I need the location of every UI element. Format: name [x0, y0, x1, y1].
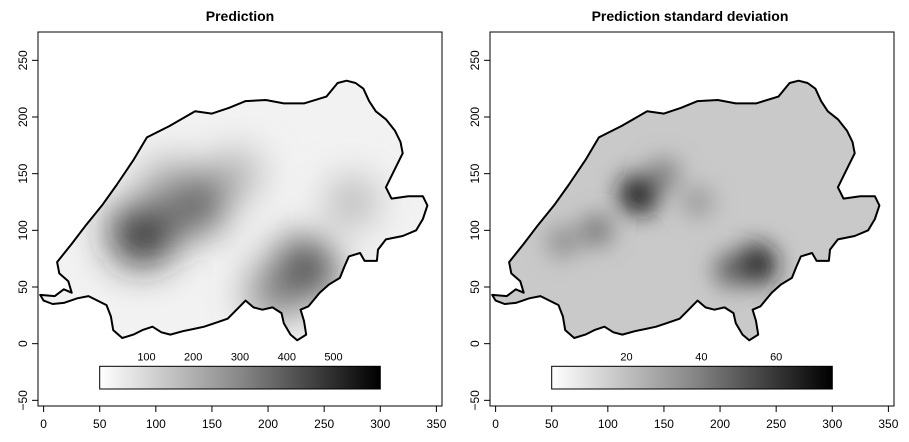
y-tick-label: 250: [16, 50, 30, 70]
x-tick-label: 250: [314, 417, 334, 431]
x-tick-label: 50: [93, 417, 107, 431]
y-tick-label: 200: [468, 107, 482, 127]
y-tick-label: 0: [16, 340, 30, 347]
x-tick-label: 150: [202, 417, 222, 431]
country-border: [491, 79, 881, 342]
colorbar-tick-label: 200: [184, 351, 202, 363]
hotspot: [110, 202, 174, 266]
raster-map: [492, 80, 880, 341]
colorbar-gradient: [551, 365, 833, 390]
x-tick-label: 0: [40, 417, 47, 431]
x-tick-label: 0: [492, 417, 499, 431]
hotspot: [247, 266, 300, 319]
y-tick-label: 250: [468, 50, 482, 70]
x-tick-label: 200: [258, 417, 278, 431]
raster-background: [492, 80, 880, 341]
colorbar-tick-label: 400: [278, 351, 296, 363]
prediction-panel: Prediction 0 50 100 150 200 250 300 350 −50 0 50 10…: [16, 8, 447, 431]
colorbar: 100 200 300 400 500: [99, 351, 381, 390]
panel-title: Prediction standard deviation: [592, 8, 789, 24]
x-tick-label: 350: [426, 417, 446, 431]
x-tick-label: 150: [654, 417, 674, 431]
colorbar: 20 40 60: [551, 351, 833, 390]
y-tick-label: 150: [468, 163, 482, 183]
y-tick-label: −50: [468, 390, 482, 411]
raster-map: [40, 80, 428, 341]
x-tick-label: 350: [878, 417, 898, 431]
country-border: [39, 79, 429, 342]
y-tick-label: −50: [16, 390, 30, 411]
colorbar-tick-label: 500: [324, 351, 342, 363]
hotspot: [648, 158, 679, 189]
colorbar-tick-label: 100: [137, 351, 155, 363]
colorbar-gradient: [99, 365, 381, 390]
y-tick-label: 50: [468, 280, 482, 294]
x-tick-label: 300: [370, 417, 390, 431]
x-tick-label: 300: [822, 417, 842, 431]
hotspot: [548, 227, 578, 257]
x-tick-label: 200: [710, 417, 730, 431]
colorbar-tick-label: 40: [695, 351, 707, 363]
hotspot: [581, 214, 613, 246]
y-tick-label: 100: [16, 220, 30, 240]
y-tick-label: 0: [468, 340, 482, 347]
hotspot: [683, 187, 712, 217]
hotspot: [714, 253, 748, 287]
hotspot: [213, 150, 260, 197]
hotspot: [619, 174, 660, 214]
x-tick-label: 50: [545, 417, 559, 431]
x-tick-label: 250: [766, 417, 786, 431]
x-tick-label: 100: [598, 417, 618, 431]
hotspot: [329, 179, 376, 225]
y-tick-label: 50: [16, 280, 30, 294]
hotspot: [143, 161, 191, 209]
y-tick-label: 150: [16, 163, 30, 183]
panel-title: Prediction: [206, 8, 274, 24]
y-tick-label: 100: [468, 220, 482, 240]
x-tick-label: 100: [146, 417, 166, 431]
raster-background: [40, 80, 428, 341]
colorbar-tick-label: 60: [770, 351, 782, 363]
colorbar-tick-label: 20: [620, 351, 632, 363]
colorbar-tick-label: 300: [231, 351, 249, 363]
std-dev-panel: Prediction standard deviation 0 50 100 150 2…: [468, 8, 899, 431]
y-tick-label: 200: [16, 107, 30, 127]
